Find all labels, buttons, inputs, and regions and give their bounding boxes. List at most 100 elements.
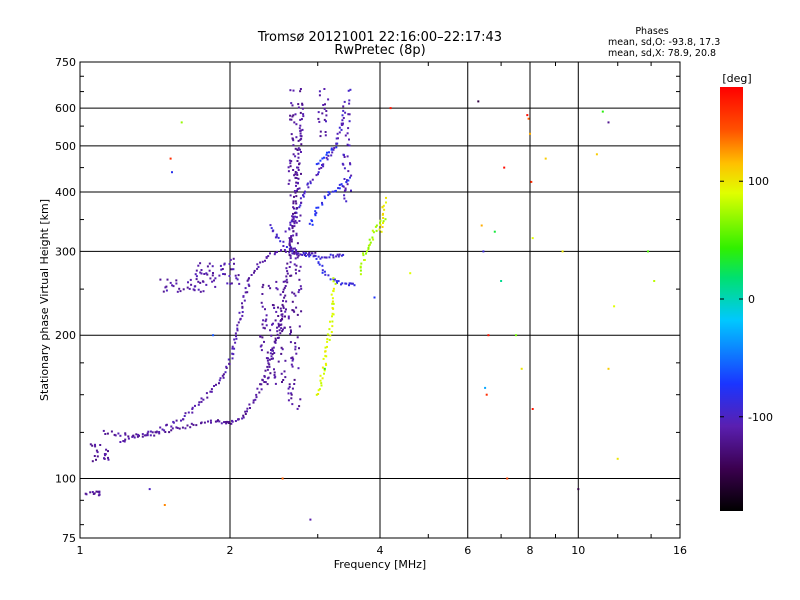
data-point (294, 147, 297, 150)
y-tick-label: 500 (55, 140, 76, 153)
data-point (309, 254, 312, 257)
data-point (379, 224, 382, 227)
data-point (515, 334, 517, 337)
data-point (520, 367, 523, 370)
data-point (294, 219, 297, 222)
data-point (294, 342, 297, 345)
data-point (332, 302, 335, 305)
data-point (225, 422, 228, 425)
data-point (146, 434, 149, 437)
data-point (231, 347, 234, 350)
data-point (236, 278, 239, 281)
data-point (346, 132, 349, 135)
data-point (284, 315, 286, 318)
data-point (289, 249, 291, 252)
data-point (96, 455, 99, 458)
data-point (271, 304, 274, 306)
chart-subtitle: RwPretec (8p) (334, 43, 425, 58)
data-point (230, 268, 233, 271)
data-point (91, 460, 94, 463)
data-point (295, 181, 298, 184)
x-tick-label: 6 (464, 544, 471, 557)
data-point (379, 219, 382, 222)
data-point (292, 230, 295, 233)
data-point (226, 282, 229, 285)
data-point (346, 179, 348, 182)
data-point (343, 197, 346, 200)
data-point (189, 426, 192, 429)
data-point (350, 174, 353, 177)
data-point (294, 348, 297, 351)
data-point (326, 158, 329, 161)
data-point (342, 185, 345, 188)
data-point (187, 411, 190, 414)
data-point (238, 311, 241, 314)
data-point (170, 425, 173, 428)
data-point (165, 289, 168, 292)
data-point (215, 383, 217, 386)
data-point (194, 404, 196, 407)
data-point (230, 422, 233, 425)
data-point (311, 252, 314, 255)
data-point (292, 206, 295, 209)
data-point (206, 396, 209, 399)
data-point (211, 274, 214, 277)
data-point (332, 277, 335, 280)
data-point (294, 215, 297, 218)
data-point (299, 197, 302, 200)
data-point (210, 421, 212, 424)
data-point (175, 419, 178, 422)
data-point (289, 329, 292, 332)
data-point (297, 103, 300, 106)
data-point (200, 272, 203, 275)
data-point (296, 160, 299, 162)
data-point (282, 307, 285, 309)
data-point (321, 271, 324, 274)
data-point (202, 398, 205, 401)
data-point (284, 280, 287, 283)
data-point (163, 504, 166, 506)
data-point (317, 111, 320, 114)
data-point (295, 195, 298, 198)
data-point (171, 171, 173, 174)
data-point (213, 385, 215, 387)
data-point (297, 254, 300, 257)
data-point (295, 184, 297, 187)
data-point (209, 419, 212, 422)
phase-colorbar: [deg] 100 0 -100 (720, 72, 773, 511)
data-point (266, 351, 269, 354)
data-point (385, 196, 387, 199)
data-point (321, 164, 323, 166)
data-point (159, 426, 162, 429)
data-point (186, 424, 189, 427)
data-point (228, 263, 231, 265)
data-point (289, 333, 292, 335)
data-point (290, 235, 293, 237)
data-point (331, 302, 334, 305)
data-point (102, 429, 105, 432)
data-point (197, 280, 200, 283)
data-point (276, 251, 278, 253)
data-point (276, 330, 279, 333)
data-point (380, 230, 383, 233)
data-point (302, 115, 305, 118)
data-point (314, 213, 317, 216)
data-point (350, 282, 353, 285)
data-point (328, 338, 331, 341)
data-point (281, 330, 284, 333)
data-point (342, 109, 345, 112)
phases-x-stats: mean, sd,X: 78.9, 20.8 (608, 48, 716, 59)
data-point (176, 427, 179, 429)
data-point (218, 420, 221, 423)
data-point (331, 190, 334, 193)
data-point (291, 115, 294, 118)
data-point (281, 381, 283, 383)
data-point (295, 234, 298, 237)
data-point (363, 259, 366, 261)
data-point (91, 491, 94, 493)
data-point (273, 253, 276, 256)
data-point (353, 284, 356, 287)
data-point (290, 160, 293, 163)
data-point (340, 124, 343, 126)
data-points (84, 88, 656, 521)
